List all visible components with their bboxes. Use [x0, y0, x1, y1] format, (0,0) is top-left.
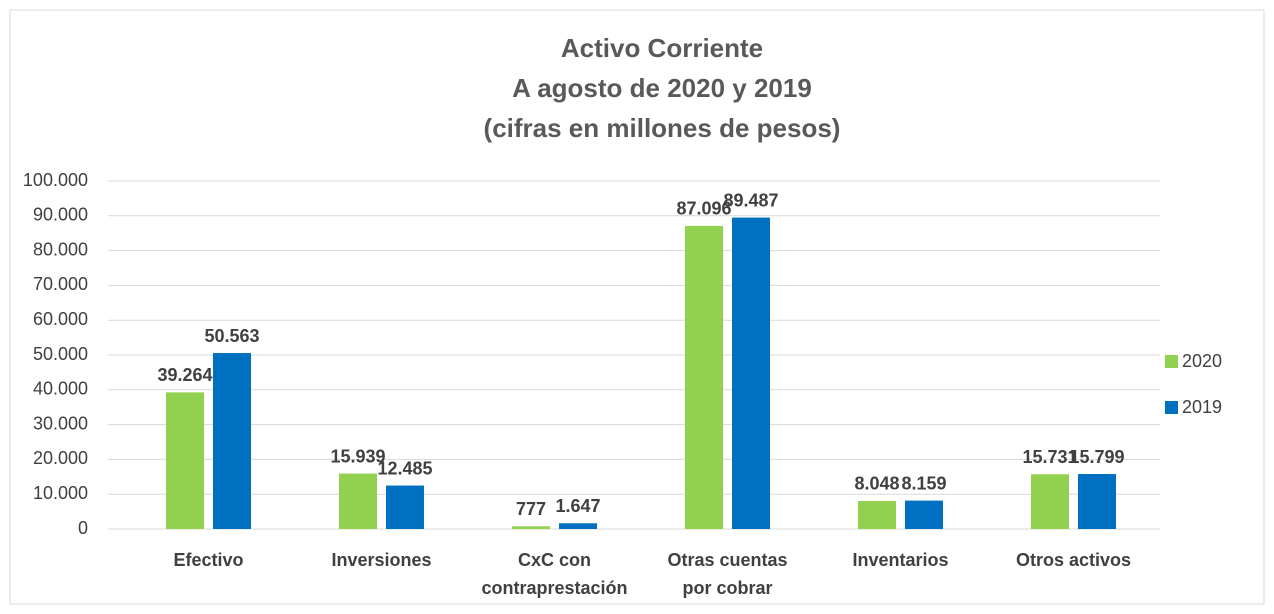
x-tick-label: Efectivo: [173, 550, 243, 570]
bar: [685, 225, 723, 529]
bar: [213, 353, 251, 529]
y-tick-label: 10.000: [33, 483, 88, 503]
bar: [1078, 474, 1116, 529]
x-tick-label: contraprestación: [481, 578, 627, 598]
data-label: 50.563: [204, 326, 259, 346]
y-tick-label: 20.000: [33, 448, 88, 468]
bar: [1031, 474, 1069, 529]
chart-title: (cifras en millones de pesos): [484, 113, 841, 143]
legend-label: 2019: [1182, 397, 1222, 417]
bar: [732, 217, 770, 529]
x-tick-label: Inversiones: [331, 550, 431, 570]
y-tick-label: 100.000: [23, 170, 88, 190]
data-label: 15.939: [330, 446, 385, 466]
y-tick-label: 60.000: [33, 309, 88, 329]
x-tick-label: CxC con: [518, 550, 591, 570]
data-label: 1.647: [555, 496, 600, 516]
data-label: 15.731: [1022, 447, 1077, 467]
y-tick-label: 80.000: [33, 239, 88, 259]
data-label: 87.096: [676, 199, 731, 219]
data-label: 39.264: [157, 365, 212, 385]
data-label: 15.799: [1069, 447, 1124, 467]
chart-title: Activo Corriente: [561, 33, 763, 63]
y-tick-label: 40.000: [33, 379, 88, 399]
bar: [559, 523, 597, 529]
bar: [386, 485, 424, 529]
y-tick-label: 50.000: [33, 344, 88, 364]
legend-swatch: [1165, 401, 1178, 414]
data-label: 89.487: [723, 190, 778, 210]
y-tick-label: 90.000: [33, 205, 88, 225]
data-label: 8.048: [854, 474, 899, 494]
legend-swatch: [1165, 355, 1178, 368]
x-tick-label: por cobrar: [682, 578, 772, 598]
bar: [166, 392, 204, 529]
bar: [339, 473, 377, 529]
legend-label: 2020: [1182, 351, 1222, 371]
bar: [905, 500, 943, 529]
data-label: 8.159: [901, 473, 946, 493]
data-label: 777: [516, 499, 546, 519]
x-tick-label: Otras cuentas: [667, 550, 787, 570]
y-tick-label: 0: [78, 518, 88, 538]
x-tick-label: Inventarios: [852, 550, 948, 570]
bar: [512, 526, 550, 529]
bar: [858, 500, 896, 529]
y-tick-label: 70.000: [33, 274, 88, 294]
chart-title: A agosto de 2020 y 2019: [512, 73, 812, 103]
data-label: 12.485: [377, 458, 432, 478]
x-tick-label: Otros activos: [1016, 550, 1131, 570]
y-tick-label: 30.000: [33, 413, 88, 433]
